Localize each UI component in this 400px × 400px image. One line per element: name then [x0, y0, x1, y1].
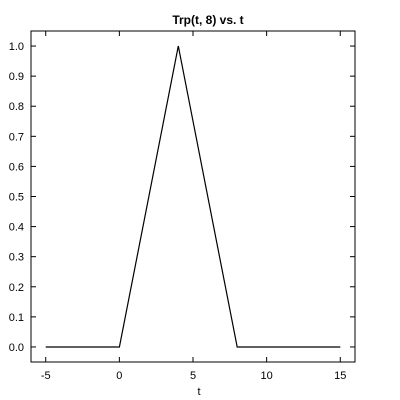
y-tick-label: 0.2 [9, 282, 24, 294]
y-tick-label: 0.1 [9, 312, 24, 324]
x-tick-label: 10 [261, 370, 273, 382]
y-tick-label: 0.0 [9, 342, 24, 354]
x-tick-label: -5 [41, 370, 51, 382]
plot-frame [30, 30, 356, 363]
y-tick-label: 0.8 [9, 101, 24, 113]
y-tick-label: 0.7 [9, 131, 24, 143]
y-tick-label: 0.6 [9, 161, 24, 173]
y-tick-label: 0.5 [9, 192, 24, 204]
series-group [45, 45, 341, 348]
chart-title: Trp(t, 8) vs. t [172, 13, 243, 27]
x-tick-label: 5 [190, 370, 196, 382]
y-tick-label: 0.9 [9, 71, 24, 83]
y-tick-label: 0.3 [9, 252, 24, 264]
x-axis-label: t [197, 386, 200, 398]
x-tick-label: 15 [334, 370, 346, 382]
series-line [45, 45, 341, 348]
y-axis: 0.0 0.1 0.2 0.3 0.4 0.5 0.6 0.7 0.8 0.9 1.0 [9, 41, 355, 354]
x-axis: -5 0 5 10 15 [41, 31, 346, 382]
x-tick-label: 0 [116, 370, 122, 382]
y-tick-label: 1.0 [9, 41, 24, 53]
y-tick-label: 0.4 [9, 222, 24, 234]
